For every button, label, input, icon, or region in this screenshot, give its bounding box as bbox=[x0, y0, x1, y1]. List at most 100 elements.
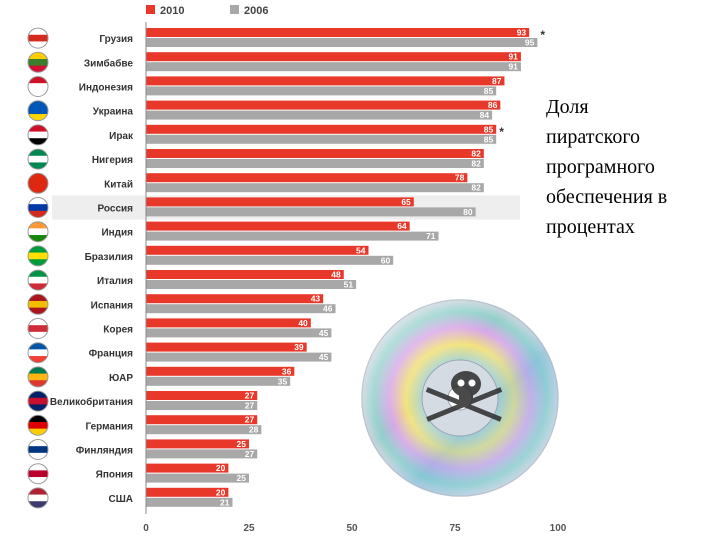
flag-stripe bbox=[28, 83, 48, 91]
category-label: Россия bbox=[97, 204, 133, 215]
value-label: 82 bbox=[471, 149, 481, 159]
flag-stripe bbox=[28, 34, 48, 42]
bar-2010 bbox=[146, 318, 311, 328]
flag-stripe bbox=[28, 380, 48, 387]
category-label: США bbox=[109, 494, 134, 505]
legend-label: 2006 bbox=[244, 5, 268, 17]
value-label: 65 bbox=[401, 197, 411, 207]
flag-border bbox=[27, 124, 49, 146]
bar-2006 bbox=[146, 401, 258, 410]
value-label: 93 bbox=[517, 28, 527, 38]
flag-stripe bbox=[28, 391, 48, 399]
bar-2006 bbox=[146, 86, 497, 96]
flag-stripe bbox=[28, 463, 48, 471]
indonesia-flag-icon bbox=[28, 76, 48, 97]
france-flag-icon bbox=[28, 342, 48, 363]
flag-border bbox=[27, 463, 49, 485]
flag-stripe bbox=[28, 76, 48, 84]
flag-stripe bbox=[28, 501, 48, 508]
bar-2010 bbox=[146, 391, 258, 400]
bar-2010 bbox=[146, 173, 468, 183]
flag-stripe bbox=[28, 373, 48, 381]
flag-stripe bbox=[28, 415, 48, 423]
value-label: 85 bbox=[484, 124, 494, 134]
flag-border bbox=[27, 245, 49, 267]
flag-border bbox=[27, 221, 49, 243]
nigeria-flag-icon bbox=[28, 149, 48, 170]
bar-2010 bbox=[146, 197, 414, 207]
bar-2006 bbox=[146, 134, 497, 144]
flag-stripe bbox=[28, 366, 48, 375]
value-label: 45 bbox=[319, 328, 329, 338]
value-label: 78 bbox=[455, 173, 465, 183]
value-label: 54 bbox=[356, 245, 366, 255]
flag-stripe bbox=[28, 404, 48, 412]
category-label: Великобритания bbox=[50, 396, 133, 408]
flag-stripe bbox=[28, 300, 48, 309]
flag-stripe bbox=[28, 65, 48, 73]
flag-stripe bbox=[28, 446, 48, 454]
flag-stripe bbox=[28, 349, 48, 357]
flag-stripe bbox=[28, 307, 48, 315]
flag-stripe bbox=[28, 41, 48, 49]
bar-2010 bbox=[146, 245, 369, 255]
value-label: 51 bbox=[344, 280, 354, 290]
bar-2010 bbox=[146, 294, 324, 304]
flag-stripe bbox=[28, 28, 48, 36]
flag-stripe bbox=[28, 270, 48, 278]
flag-stripe bbox=[28, 439, 48, 447]
value-label: 82 bbox=[471, 183, 481, 193]
category-label: Франция bbox=[89, 349, 134, 360]
bar-2010 bbox=[146, 76, 505, 86]
iraq-flag-icon bbox=[28, 124, 48, 145]
value-label: 27 bbox=[245, 415, 255, 425]
category-label: ЮАР bbox=[109, 373, 133, 384]
flag-border bbox=[27, 172, 49, 194]
bar-2006 bbox=[146, 38, 538, 47]
flag-border bbox=[27, 293, 49, 315]
value-label: 36 bbox=[282, 366, 292, 376]
value-label: 87 bbox=[492, 76, 502, 86]
korea-flag-icon bbox=[28, 318, 48, 339]
value-label: 95 bbox=[525, 38, 535, 48]
annotation: * bbox=[499, 125, 504, 139]
bar-2006 bbox=[146, 473, 249, 483]
germany-flag-icon bbox=[28, 415, 48, 436]
value-label: 27 bbox=[245, 401, 255, 411]
bar-2006 bbox=[146, 255, 394, 265]
value-label: 91 bbox=[508, 52, 518, 62]
chart-caption: Доля пиратского програмного обеспечения … bbox=[546, 92, 716, 242]
value-label: 86 bbox=[488, 100, 498, 110]
flag-stripe bbox=[28, 325, 48, 333]
flag-stripe bbox=[28, 235, 48, 242]
flag-stripe bbox=[28, 89, 48, 97]
flag-stripe bbox=[28, 477, 48, 484]
flag-stripe bbox=[28, 245, 48, 254]
bar-2010 bbox=[146, 149, 484, 158]
category-label: Финляндия bbox=[76, 446, 133, 457]
flag-border bbox=[27, 197, 49, 218]
bar-2006 bbox=[146, 280, 357, 289]
value-label: 27 bbox=[245, 391, 255, 401]
bar-2010 bbox=[146, 28, 530, 37]
flag-stripe bbox=[28, 252, 48, 260]
value-label: 91 bbox=[508, 62, 518, 72]
bar-2006 bbox=[146, 159, 484, 168]
value-label: 45 bbox=[319, 352, 329, 362]
caption-line: пиратского bbox=[546, 126, 641, 148]
bar-2006 bbox=[146, 352, 332, 362]
bar-2010 bbox=[146, 270, 344, 279]
bar-2006 bbox=[146, 497, 233, 507]
flag-stripe bbox=[28, 58, 48, 67]
x-tick-label: 100 bbox=[550, 523, 567, 534]
flag-stripe bbox=[28, 276, 48, 284]
value-label: 21 bbox=[220, 497, 230, 507]
bar-2010 bbox=[146, 463, 229, 473]
flag-stripe bbox=[28, 228, 48, 236]
russia-flag-icon bbox=[28, 197, 48, 218]
category-label: Индия bbox=[101, 228, 133, 239]
flag-stripe bbox=[28, 210, 48, 218]
japan-flag-icon bbox=[28, 463, 48, 484]
value-label: 48 bbox=[331, 270, 341, 280]
value-label: 20 bbox=[216, 487, 226, 497]
